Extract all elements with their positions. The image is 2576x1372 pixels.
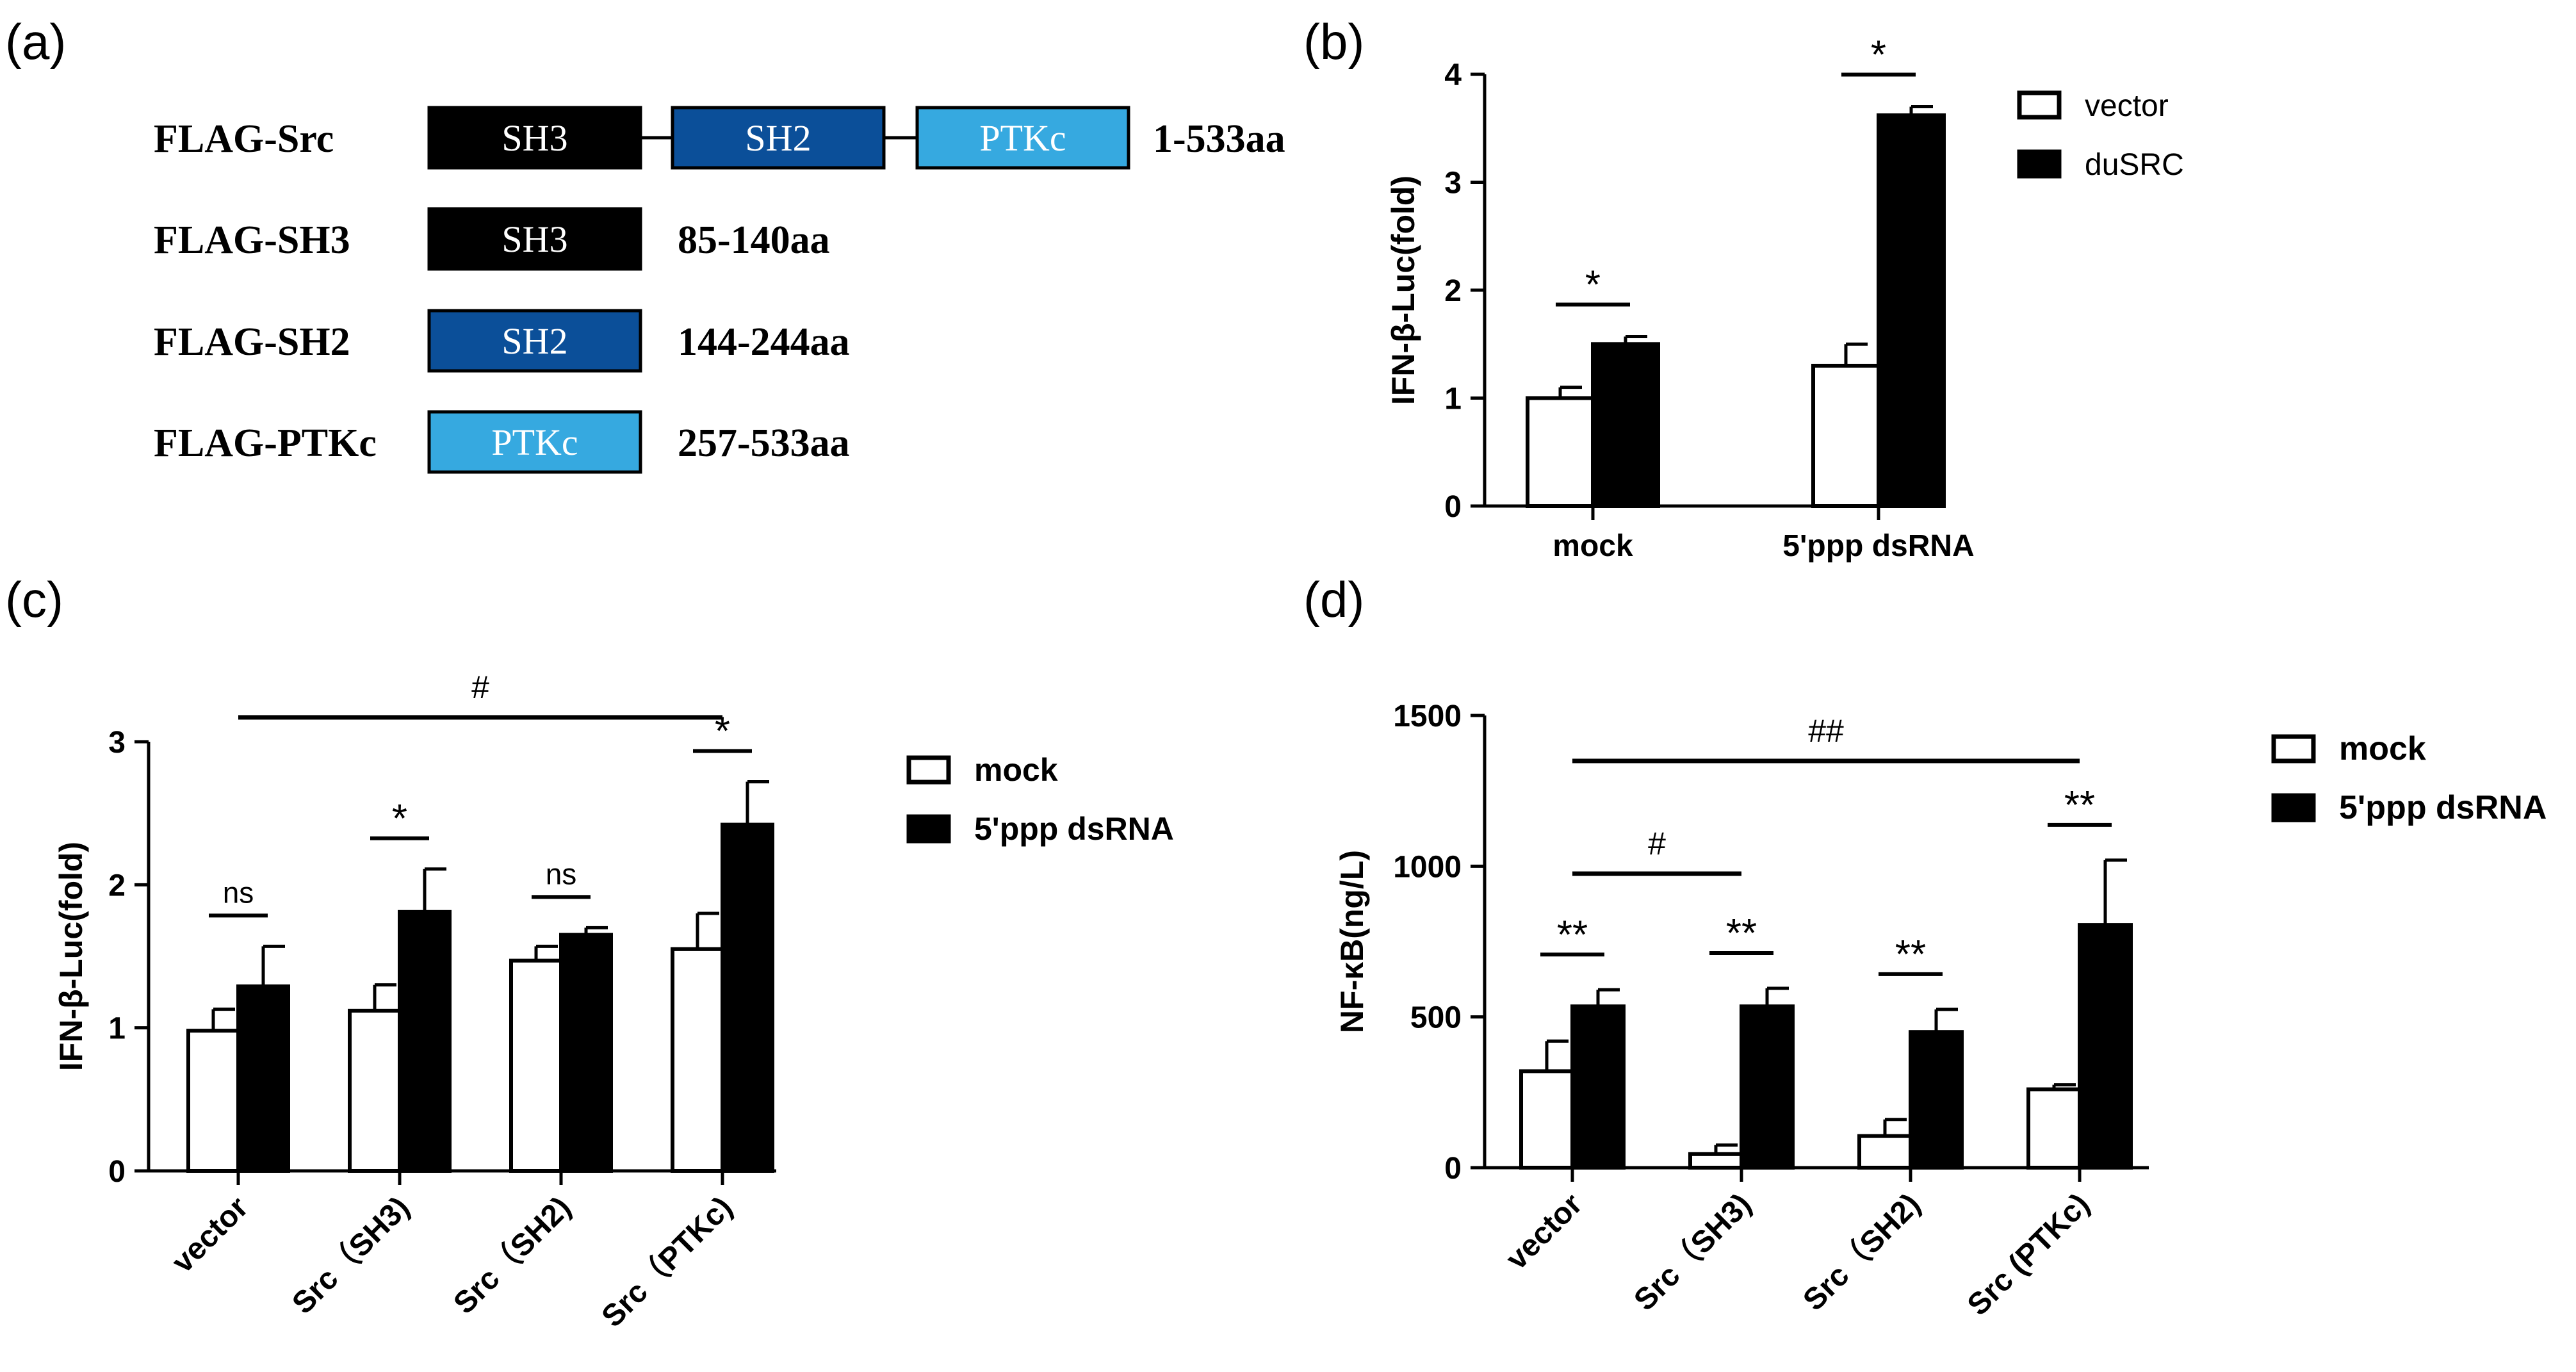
legend-label: duSRC — [2085, 148, 2184, 182]
y-tick-label: 4 — [1444, 58, 1462, 92]
bar-control — [2026, 1087, 2082, 1170]
significance-label: ns — [546, 857, 577, 890]
y-tick-label: 1 — [108, 1012, 126, 1046]
bar-control — [348, 1008, 402, 1173]
domain-diagram: FLAG-Src SH3 SH2 PTKc 1-533aa FLAG-SH3 SH3 85-1… — [154, 106, 1285, 474]
category-label: mock — [1553, 529, 1633, 563]
domain-box-sh3 — [427, 207, 642, 271]
legend-label: 5'ppp dsRNA — [2339, 789, 2547, 826]
y-axis-label: IFN-β-Luc(fold) — [53, 842, 89, 1071]
bar-control — [509, 958, 563, 1173]
bar-control — [1811, 363, 1880, 509]
bar-control — [671, 947, 724, 1173]
y-tick-label: 2 — [108, 869, 126, 902]
bar-treated — [1570, 1004, 1626, 1170]
significance-label: ** — [1895, 933, 1926, 977]
construct-name: FLAG-SH2 — [154, 320, 350, 364]
bar-treated — [1591, 342, 1660, 508]
category-label: 5'ppp dsRNA — [1782, 529, 1974, 563]
construct-range: 257-533aa — [678, 421, 850, 465]
construct-name: FLAG-SH3 — [154, 218, 350, 262]
construct-range: 85-140aa — [678, 218, 830, 262]
significance-label: * — [1871, 33, 1886, 78]
chart-d: 0 500 1000 1500 NF-κB(ng/L) vector Src（SH3) Src… — [1334, 699, 2547, 1322]
bar-treated — [2078, 923, 2133, 1170]
category-label: Src (PTKc) — [1961, 1187, 2096, 1322]
legend-swatch — [2017, 149, 2062, 179]
y-tick-label: 1000 — [1393, 850, 1462, 884]
y-tick-label: 0 — [108, 1155, 126, 1189]
bar-control — [1688, 1152, 1743, 1170]
bar-control — [186, 1029, 240, 1173]
domain-label: SH2 — [501, 320, 567, 362]
construct-range: 1-533aa — [1153, 117, 1285, 161]
domain-box-sh3 — [427, 106, 642, 170]
domain-box-sh2 — [671, 106, 886, 170]
category-label: Src（SH3) — [1627, 1187, 1757, 1317]
legend-swatch — [2271, 734, 2316, 764]
y-tick-label: 3 — [1444, 167, 1462, 200]
legend-swatch — [906, 755, 951, 785]
significance-label: ** — [1557, 913, 1588, 957]
comparison-label: ## — [1808, 713, 1844, 749]
bar-treated — [236, 984, 290, 1173]
legend-label: mock — [974, 752, 1058, 788]
chart-b: 0 1 2 3 4 IFN-β-Luc(fold) mock 5'ppp dsRNA * * vec… — [1385, 33, 2184, 563]
panel-label-c: (c) — [5, 571, 63, 628]
legend-swatch — [2271, 793, 2316, 822]
category-label: vector — [165, 1190, 254, 1279]
construct-name: FLAG-Src — [154, 117, 334, 161]
y-axis-label: NF-κB(ng/L) — [1334, 850, 1370, 1033]
domain-label: SH3 — [501, 218, 567, 260]
significance-label: ** — [1726, 911, 1757, 956]
y-tick-label: 0 — [1444, 1152, 1462, 1186]
y-tick-label: 3 — [108, 726, 126, 760]
domain-box-ptkc — [427, 410, 642, 474]
y-tick-label: 0 — [1444, 490, 1462, 524]
category-label: Src（PTKc) — [596, 1190, 739, 1334]
bar-treated — [1877, 113, 1946, 508]
construct-range: 144-244aa — [678, 320, 850, 364]
panel-label-d: (d) — [1303, 571, 1364, 628]
bar-treated — [559, 933, 613, 1173]
y-tick-label: 500 — [1410, 1001, 1462, 1035]
bar-control — [1857, 1134, 1912, 1170]
category-label: Src（SH2) — [447, 1190, 577, 1320]
significance-label: ns — [223, 876, 254, 909]
category-label: vector — [1499, 1187, 1588, 1276]
domain-label: PTKc — [979, 117, 1066, 159]
significance-label: * — [392, 797, 407, 841]
bar-control — [1519, 1069, 1574, 1170]
domain-box-sh2 — [427, 309, 642, 373]
category-label: Src（SH3) — [286, 1190, 416, 1320]
panel-label-b: (b) — [1303, 13, 1364, 70]
legend-label: vector — [2085, 89, 2169, 123]
significance-label: * — [1585, 263, 1601, 307]
category-label: Src（SH2) — [1797, 1187, 1927, 1317]
y-tick-label: 1 — [1444, 382, 1462, 416]
y-tick-label: 1500 — [1393, 699, 1462, 733]
construct-name: FLAG-PTKc — [154, 421, 377, 465]
legend-swatch — [2017, 90, 2062, 120]
bar-control — [1526, 396, 1595, 508]
comparison-label: # — [471, 669, 489, 705]
domain-label: PTKc — [491, 421, 578, 463]
legend-label: mock — [2339, 730, 2426, 767]
y-tick-label: 2 — [1444, 274, 1462, 308]
domain-label: SH3 — [501, 117, 567, 159]
panel-label-a: (a) — [5, 13, 66, 70]
significance-label: ** — [2064, 783, 2095, 828]
legend-swatch — [906, 814, 951, 844]
comparison-label: # — [1648, 826, 1666, 862]
legend-label: 5'ppp dsRNA — [974, 811, 1174, 847]
domain-label: SH2 — [745, 117, 811, 159]
bar-treated — [398, 910, 452, 1173]
y-axis-label: IFN-β-Luc(fold) — [1385, 176, 1421, 405]
chart-c: 0 1 2 3 IFN-β-Luc(fold) vector Src（SH3) Src（SH2… — [53, 669, 1174, 1334]
bar-treated — [1740, 1004, 1795, 1170]
domain-box-ptkc — [915, 106, 1130, 170]
bar-treated — [1909, 1030, 1964, 1170]
bar-treated — [721, 822, 774, 1173]
